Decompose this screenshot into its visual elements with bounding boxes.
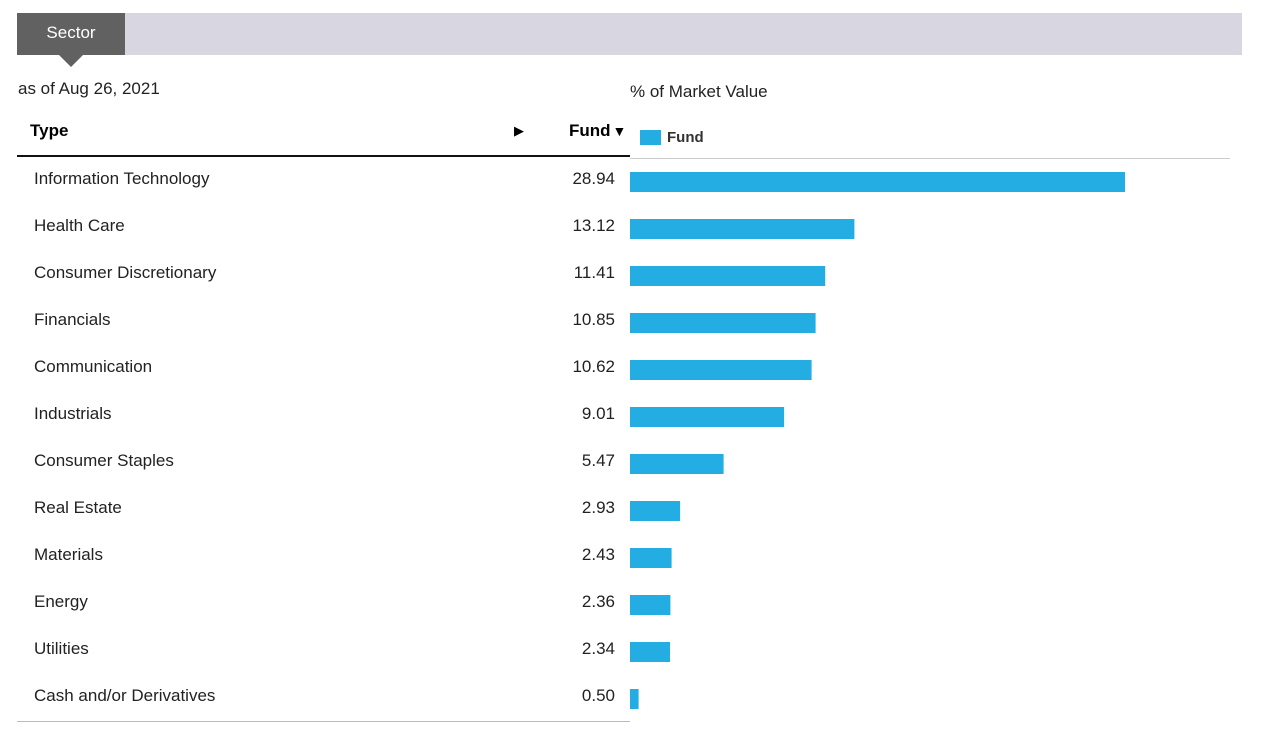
legend-label-fund: Fund <box>667 129 704 146</box>
row-value: 2.36 <box>581 592 615 611</box>
row-label: Materials <box>34 545 103 564</box>
bar-communication[interactable] <box>630 360 812 380</box>
table-bottom-divider <box>17 721 630 722</box>
row-label: Financials <box>34 310 111 329</box>
bar-financials[interactable] <box>630 313 816 333</box>
legend-swatch-fund <box>640 130 661 145</box>
column-header-type: Type <box>30 121 69 140</box>
row-label: Information Technology <box>34 169 210 188</box>
row-label: Consumer Staples <box>34 451 174 470</box>
row-value: 11.41 <box>573 263 615 282</box>
bar-health-care[interactable] <box>630 219 855 239</box>
tab-sector[interactable]: Sector <box>17 13 125 55</box>
row-label: Industrials <box>34 404 112 423</box>
bar-real-estate[interactable] <box>630 501 681 521</box>
row-label: Energy <box>34 592 88 611</box>
row-label: Consumer Discretionary <box>34 263 217 282</box>
chart-legend: Fund <box>640 129 704 146</box>
row-value: 9.01 <box>581 404 615 423</box>
column-header-fund[interactable]: Fund ▼ <box>569 121 626 141</box>
bar-cash-and-or-derivatives[interactable] <box>630 689 639 709</box>
row-label: Cash and/or Derivatives <box>34 686 216 705</box>
bar-industrials[interactable] <box>630 407 785 427</box>
bar-information-technology[interactable] <box>630 172 1125 192</box>
row-label: Health Care <box>34 216 125 235</box>
row-value: 13.12 <box>572 216 615 235</box>
chart-header-divider <box>630 158 1230 159</box>
row-value: 28.94 <box>572 169 615 188</box>
bar-consumer-staples[interactable] <box>630 454 724 474</box>
row-value: 2.93 <box>581 498 615 517</box>
bar-energy[interactable] <box>630 595 671 615</box>
bar-materials[interactable] <box>630 548 672 568</box>
row-value: 10.62 <box>572 357 615 376</box>
row-label: Utilities <box>34 639 89 658</box>
chart-title: % of Market Value <box>630 82 768 101</box>
bar-consumer-discretionary[interactable] <box>630 266 826 286</box>
as-of-date: as of Aug 26, 2021 <box>18 79 160 98</box>
table-header-divider <box>17 155 630 157</box>
row-value: 10.85 <box>572 310 615 329</box>
row-label: Real Estate <box>34 498 122 517</box>
row-value: 2.43 <box>581 545 615 564</box>
row-value: 2.34 <box>581 639 615 658</box>
row-value: 5.47 <box>581 451 615 470</box>
sort-descending-icon: ▼ <box>612 123 627 139</box>
column-header-fund-label: Fund <box>569 121 611 140</box>
tab-bar: Sector <box>17 13 1242 67</box>
row-value: 0.50 <box>581 686 615 705</box>
row-label: Communication <box>34 357 153 376</box>
expand-arrow-icon[interactable]: ▶ <box>514 123 524 138</box>
bar-utilities[interactable] <box>630 642 670 662</box>
tab-active-pointer <box>59 55 83 67</box>
